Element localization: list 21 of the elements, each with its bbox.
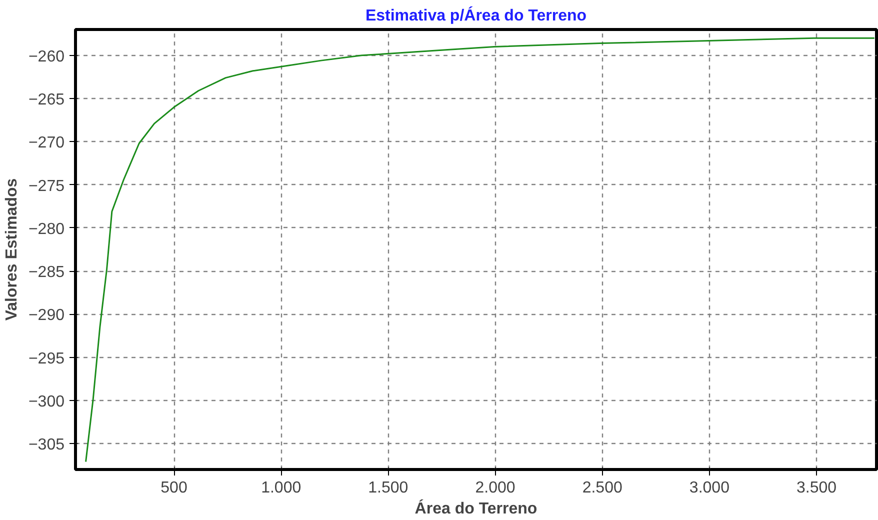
y-tick-label: −285 (28, 264, 65, 282)
chart-title: Estimativa p/Área do Terreno (365, 6, 587, 24)
y-axis-title: Valores Estimados (3, 178, 20, 321)
y-tick-label: −265 (28, 92, 65, 109)
x-tick-label: 3.500 (796, 480, 837, 496)
line-series (85, 37, 876, 462)
y-tick-label: −270 (28, 134, 65, 152)
x-tick-label: 3.000 (689, 480, 730, 496)
y-tick-label: −290 (28, 307, 65, 324)
x-tick-label: 500 (160, 480, 188, 496)
x-tick-label: 2.500 (582, 480, 622, 496)
y-tick-label: −275 (28, 178, 65, 195)
x-axis-title: Área do Terreno (414, 498, 538, 518)
y-tick-label: −280 (28, 220, 65, 238)
y-tick-label: −305 (28, 436, 65, 454)
y-tick-label: −295 (28, 350, 65, 368)
y-tick-label: −300 (28, 393, 65, 410)
x-tick-label: 1.500 (368, 480, 408, 496)
x-tick-label: 1.000 (261, 480, 302, 496)
y-tick-label: −260 (28, 48, 65, 66)
x-tick-label: 2.000 (475, 480, 516, 496)
